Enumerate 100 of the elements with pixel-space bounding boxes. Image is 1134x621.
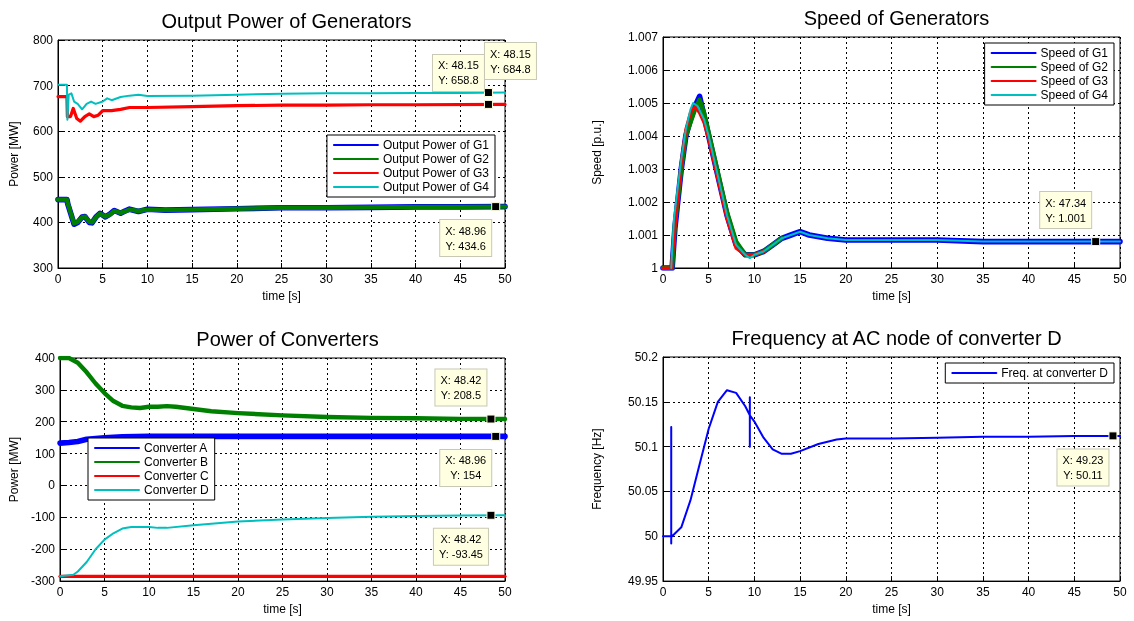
- y-tick-label: -100: [30, 510, 56, 525]
- x-tick-label: 35: [976, 585, 990, 600]
- y-tick-label: 500: [32, 169, 54, 184]
- x-tick-label: 20: [231, 585, 245, 600]
- legend-label: Speed of G4: [1040, 88, 1109, 102]
- x-tick-label: 15: [793, 585, 808, 600]
- legend-label: Converter D: [144, 483, 210, 497]
- y-tick-label: 1.003: [627, 162, 659, 176]
- annotation: X: 48.42 Y: -93.45: [438, 533, 483, 561]
- y-tick-label: -300: [30, 574, 56, 589]
- x-tick-label: 30: [930, 585, 945, 600]
- x-tick-label: 10: [140, 272, 155, 286]
- legend-label: Converter C: [144, 469, 210, 483]
- x-tick-label: 25: [275, 585, 290, 600]
- x-tick-label: 10: [747, 585, 762, 600]
- x-tick-label: 15: [186, 585, 201, 600]
- x-tick-label: 45: [1067, 272, 1082, 286]
- chart-title: Power of Converters: [196, 328, 379, 350]
- x-tick-label: 40: [1021, 272, 1036, 286]
- y-tick-label: 100: [34, 446, 56, 461]
- chart-title: Speed of Generators: [803, 7, 990, 29]
- annotation: X: 48.96 Y: 154: [445, 454, 487, 482]
- x-tick-label: 50: [1113, 272, 1127, 286]
- chart-title: Frequency at AC node of converter D: [731, 327, 1062, 349]
- x-tick-label: 5: [705, 585, 713, 600]
- y-tick-label: 1.004: [627, 129, 659, 143]
- y-tick-label: 400: [32, 215, 54, 230]
- y-tick-label: 50.2: [634, 350, 659, 364]
- x-tick-label: 5: [99, 272, 107, 286]
- x-tick-label: 10: [142, 585, 156, 600]
- y-tick-label: 700: [32, 78, 54, 93]
- y-axis-title: Speed [p.u.]: [590, 120, 604, 185]
- y-tick-label: 1: [651, 261, 659, 275]
- legend-label: Output Power of G2: [382, 152, 490, 166]
- x-tick-label: 5: [705, 272, 713, 286]
- x-tick-label: 25: [274, 272, 289, 286]
- legend-label: Speed of G1: [1040, 46, 1109, 60]
- x-tick-label: 40: [1021, 585, 1036, 600]
- x-tick-label: 45: [453, 585, 468, 600]
- y-tick-label: 300: [32, 261, 54, 275]
- x-tick-label: 20: [230, 272, 244, 286]
- annotation: X: 48.96 Y: 434.6: [445, 224, 487, 252]
- y-tick-label: 1.007: [627, 30, 659, 44]
- x-tick-label: 50: [498, 272, 512, 286]
- annotation: X: 48.15 Y: 658.8: [437, 59, 479, 87]
- y-tick-label: 1.005: [627, 96, 659, 110]
- x-tick-label: 20: [839, 585, 853, 600]
- y-tick-label: 1.002: [627, 195, 659, 209]
- annotation: X: 49.23 Y: 50.11: [1062, 453, 1104, 481]
- x-tick-label: 10: [747, 272, 762, 286]
- y-tick-label: 300: [34, 382, 56, 397]
- x-tick-label: 30: [319, 272, 334, 286]
- x-tick-label: 40: [408, 272, 423, 286]
- legend-label: Output Power of G1: [382, 138, 490, 152]
- x-tick-label: 25: [884, 585, 899, 600]
- chart-title: Output Power of Generators: [161, 10, 412, 32]
- x-axis-title: time [s]: [872, 288, 911, 303]
- y-tick-label: 50.05: [627, 484, 659, 499]
- y-tick-label: 800: [32, 33, 54, 47]
- legend-label: Speed of G3: [1040, 74, 1109, 88]
- x-tick-label: 25: [884, 272, 899, 286]
- y-tick-label: 50.1: [634, 439, 659, 454]
- annotation: X: 48.15 Y: 684.8: [489, 47, 531, 75]
- legend-label: Output Power of G3: [382, 166, 490, 180]
- x-tick-label: 15: [793, 272, 808, 286]
- y-tick-label: 200: [34, 414, 56, 429]
- x-tick-label: 5: [101, 585, 109, 600]
- annotation: X: 48.42 Y: 208.5: [440, 374, 482, 402]
- legend-label: Converter A: [144, 441, 208, 455]
- x-tick-label: 45: [1067, 585, 1082, 600]
- y-tick-label: 600: [32, 124, 54, 139]
- y-axis-title: Power [MW]: [7, 121, 21, 187]
- legend-label: Output Power of G4: [382, 180, 490, 194]
- x-tick-label: 35: [364, 272, 378, 286]
- legend-label: Converter B: [144, 455, 209, 469]
- legend-label: Speed of G2: [1040, 60, 1109, 74]
- y-tick-label: 0: [48, 478, 56, 493]
- y-tick-label: 400: [34, 351, 56, 365]
- x-tick-label: 35: [364, 585, 379, 600]
- x-tick-label: 50: [498, 585, 512, 600]
- x-axis-title: time [s]: [872, 602, 911, 616]
- x-tick-label: 30: [930, 272, 945, 286]
- x-tick-label: 45: [453, 272, 468, 286]
- legend-label: Freq. at converter D: [1001, 366, 1109, 380]
- x-tick-label: 35: [976, 272, 990, 286]
- y-tick-label: 1.006: [627, 63, 659, 77]
- y-tick-label: 50.15: [627, 394, 659, 409]
- x-tick-label: 30: [320, 585, 334, 600]
- y-tick-label: 50: [644, 529, 659, 544]
- x-tick-label: 15: [185, 272, 200, 286]
- y-tick-label: -200: [30, 542, 56, 557]
- annotation: X: 47.34 Y: 1.001: [1045, 196, 1087, 224]
- x-tick-label: 50: [1113, 585, 1127, 600]
- y-axis-title: Power [MW]: [7, 436, 22, 503]
- x-axis-title: time [s]: [263, 602, 302, 616]
- y-tick-label: 1.001: [627, 228, 659, 242]
- y-tick-label: 49.95: [627, 574, 659, 589]
- x-tick-label: 20: [839, 272, 853, 286]
- y-axis-title: Frequency [Hz]: [590, 428, 604, 510]
- x-axis-title: time [s]: [262, 288, 301, 303]
